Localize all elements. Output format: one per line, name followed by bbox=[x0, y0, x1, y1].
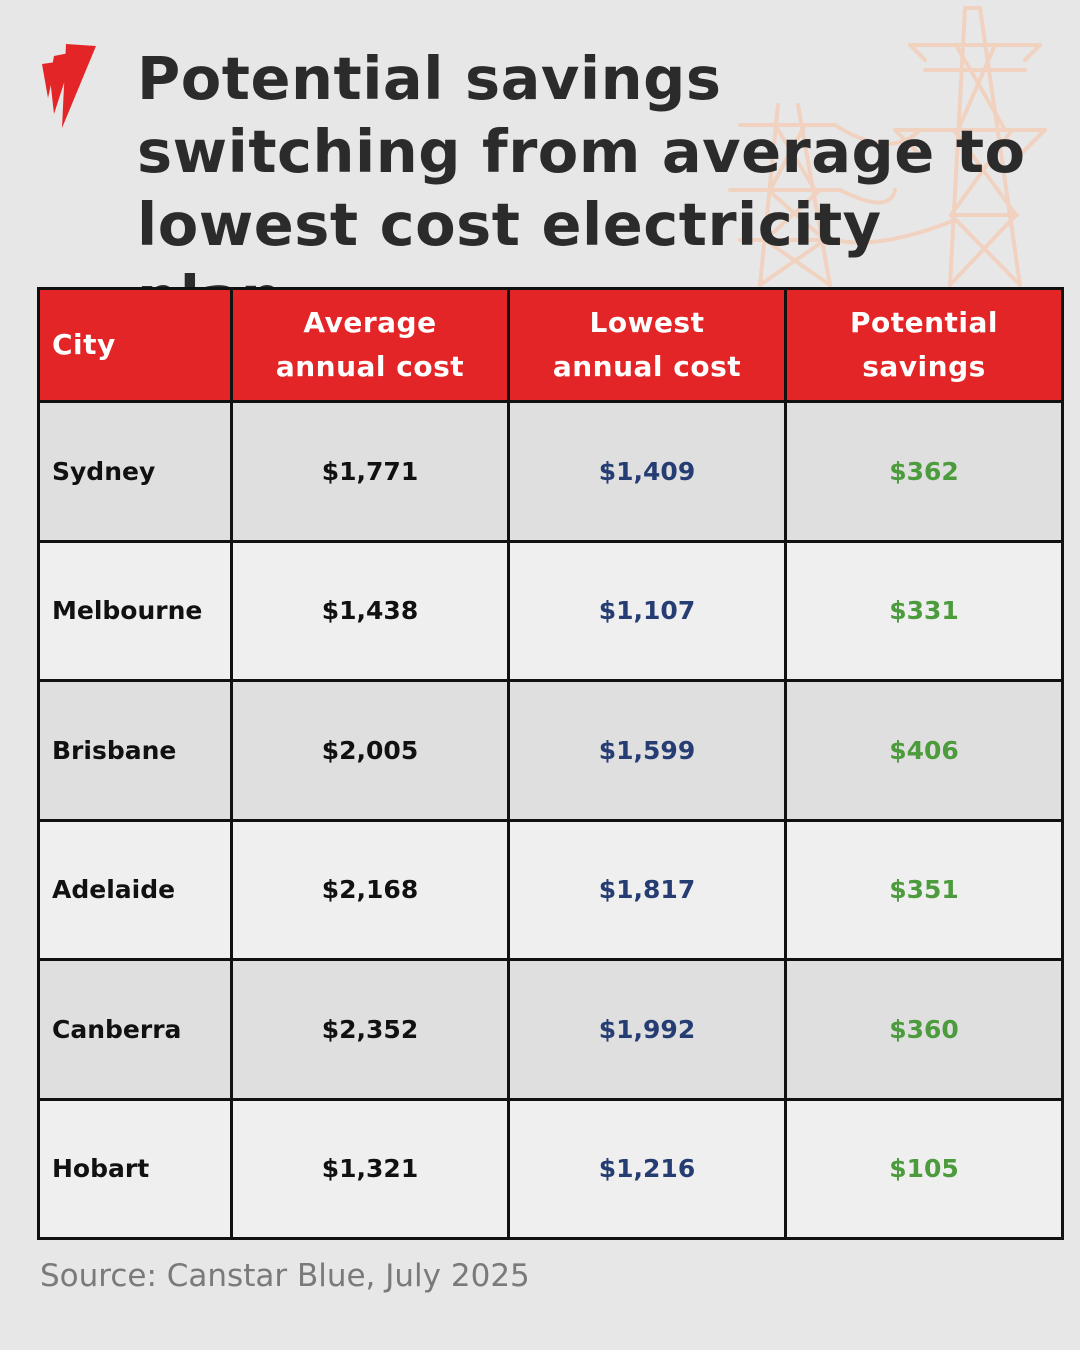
average-cost-cell: $1,771 bbox=[230, 400, 510, 543]
city-cell: Hobart bbox=[37, 1097, 233, 1240]
page-title: Potential savings switching from average… bbox=[137, 44, 1026, 332]
average-cost-cell: $2,168 bbox=[230, 818, 510, 961]
city-cell: Sydney bbox=[37, 400, 233, 543]
savings-cell: $362 bbox=[784, 400, 1064, 543]
city-cell: Adelaide bbox=[37, 818, 233, 961]
lowest-cost-cell: $1,599 bbox=[507, 679, 787, 822]
power-pylon-icons bbox=[728, 6, 1047, 287]
source-note: Source: Canstar Blue, July 2025 bbox=[40, 1258, 530, 1294]
column-header-savings: Potential savings bbox=[784, 287, 1064, 403]
lowest-cost-cell: $1,409 bbox=[507, 400, 787, 543]
average-cost-cell: $1,321 bbox=[230, 1097, 510, 1240]
column-header-average: Average annual cost bbox=[230, 287, 510, 403]
column-header-city: City bbox=[37, 287, 233, 403]
sbs-logo bbox=[42, 44, 96, 128]
column-header-lowest: Lowest annual cost bbox=[507, 287, 787, 403]
lowest-cost-cell: $1,992 bbox=[507, 958, 787, 1101]
average-cost-cell: $2,005 bbox=[230, 679, 510, 822]
savings-cell: $331 bbox=[784, 539, 1064, 682]
table-row: Hobart $1,321 $1,216 $105 bbox=[37, 1097, 1064, 1240]
table-body: Sydney $1,771 $1,409 $362 Melbourne $1,438 $1,… bbox=[37, 400, 1064, 1240]
lowest-cost-cell: $1,216 bbox=[507, 1097, 787, 1240]
savings-cell: $360 bbox=[784, 958, 1064, 1101]
savings-cell: $351 bbox=[784, 818, 1064, 961]
city-cell: Brisbane bbox=[37, 679, 233, 822]
savings-cell: $406 bbox=[784, 679, 1064, 822]
table-row: Sydney $1,771 $1,409 $362 bbox=[37, 400, 1064, 543]
table-row: Brisbane $2,005 $1,599 $406 bbox=[37, 679, 1064, 822]
city-cell: Melbourne bbox=[37, 539, 233, 682]
average-cost-cell: $1,438 bbox=[230, 539, 510, 682]
average-cost-cell: $2,352 bbox=[230, 958, 510, 1101]
savings-cell: $105 bbox=[784, 1097, 1064, 1240]
city-cell: Canberra bbox=[37, 958, 233, 1101]
lowest-cost-cell: $1,817 bbox=[507, 818, 787, 961]
savings-table: City Average annual cost Lowest annual cost P… bbox=[37, 287, 1064, 1240]
lowest-cost-cell: $1,107 bbox=[507, 539, 787, 682]
table-row: Canberra $2,352 $1,992 $360 bbox=[37, 958, 1064, 1101]
table-row: Adelaide $2,168 $1,817 $351 bbox=[37, 818, 1064, 961]
table-header-row: City Average annual cost Lowest annual cost P… bbox=[37, 287, 1064, 403]
table-row: Melbourne $1,438 $1,107 $331 bbox=[37, 539, 1064, 682]
